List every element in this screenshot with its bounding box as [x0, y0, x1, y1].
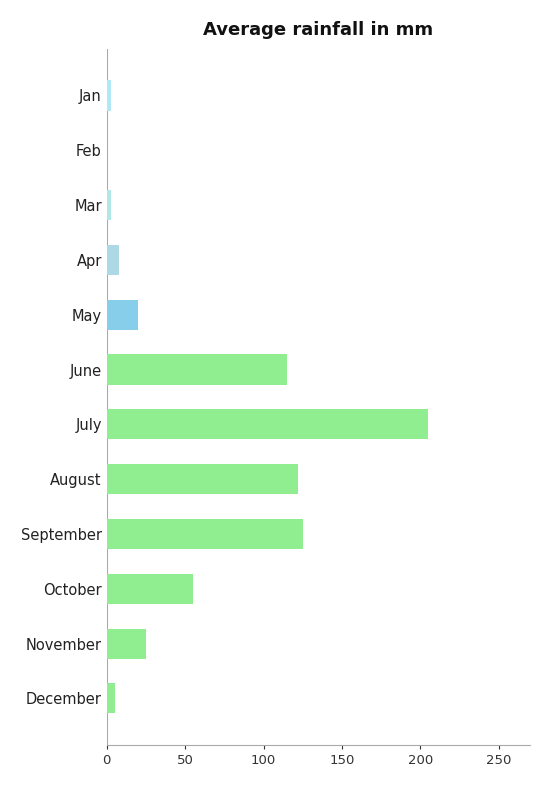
Bar: [107, 190, 111, 220]
Bar: [107, 683, 115, 713]
Bar: [107, 299, 138, 330]
Title: Average rainfall in mm: Average rainfall in mm: [203, 20, 434, 39]
Bar: [107, 355, 287, 385]
Bar: [107, 574, 193, 604]
Bar: [107, 629, 146, 659]
Bar: [107, 409, 428, 440]
Bar: [107, 464, 298, 494]
Bar: [107, 80, 111, 110]
Bar: [107, 519, 302, 549]
Bar: [107, 245, 119, 275]
